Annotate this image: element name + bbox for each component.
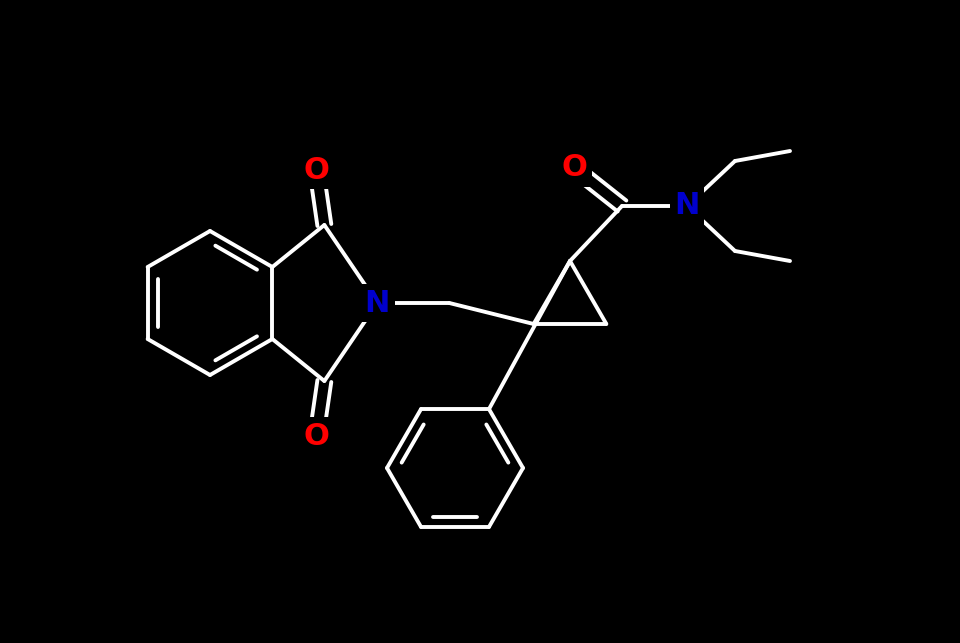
Text: O: O	[303, 422, 329, 451]
Text: N: N	[365, 289, 390, 318]
Text: O: O	[561, 154, 587, 183]
Text: O: O	[303, 156, 329, 185]
Text: N: N	[674, 192, 700, 221]
